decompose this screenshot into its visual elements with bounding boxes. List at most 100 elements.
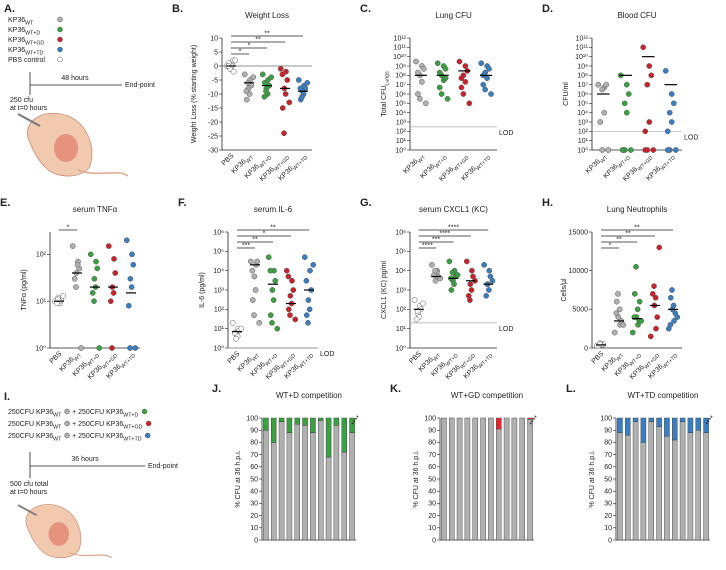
y-tick-label: 10⁶ bbox=[213, 229, 224, 236]
data-point bbox=[422, 100, 429, 107]
data-point bbox=[304, 79, 311, 86]
y-tick-label: 80 bbox=[428, 440, 436, 447]
duration: 48 hours bbox=[61, 75, 89, 82]
bar-segment bbox=[496, 417, 502, 430]
lod-label: LOD bbox=[499, 326, 513, 333]
y-tick-label: 40 bbox=[250, 489, 258, 496]
data-point bbox=[670, 302, 677, 309]
data-point bbox=[480, 81, 487, 88]
data-point bbox=[267, 312, 274, 319]
y-tick-label: 70 bbox=[428, 452, 436, 459]
data-point bbox=[74, 261, 81, 268]
y-tick-label: 0 bbox=[584, 345, 588, 352]
mix-label-part: + 250CFU KP36 bbox=[72, 409, 123, 416]
significance-label: **** bbox=[351, 414, 363, 427]
data-point bbox=[623, 109, 630, 116]
significance-label: *** bbox=[242, 243, 250, 250]
data-point bbox=[640, 44, 647, 51]
legend-label: PBS control bbox=[8, 57, 45, 64]
y-axis-label-part: IL-6 (pg/ml) bbox=[199, 272, 206, 308]
y-tick-label: 40 bbox=[604, 489, 612, 496]
data-point bbox=[419, 300, 426, 307]
mix-label: + 250CFU KP36WT+GD bbox=[72, 421, 142, 431]
y-tick-label: 10⁰ bbox=[577, 146, 588, 154]
data-point bbox=[460, 91, 467, 97]
data-point bbox=[420, 65, 427, 72]
mix-label-part: + 250CFU KP36 bbox=[72, 421, 123, 428]
chart-title: Lung CFU bbox=[435, 11, 472, 20]
data-point bbox=[281, 130, 287, 137]
y-axis-label-part: TNFα (pg/ml) bbox=[21, 269, 28, 310]
data-point bbox=[111, 256, 117, 262]
x-tick-label-sub: WT+TD bbox=[292, 155, 309, 172]
chart-title: Blood CFU bbox=[617, 11, 656, 20]
y-tick-label: -20 bbox=[208, 119, 218, 126]
data-point bbox=[662, 68, 669, 74]
chart-title: serum IL-6 bbox=[254, 205, 293, 214]
data-point bbox=[653, 325, 659, 332]
y-tick-label: 60 bbox=[428, 464, 436, 471]
bar-segment bbox=[703, 417, 709, 433]
y-tick-label: 10¹¹ bbox=[394, 45, 407, 52]
data-point bbox=[616, 306, 623, 313]
y-tick-label: 10 bbox=[428, 525, 436, 532]
bar-segment bbox=[632, 421, 639, 541]
endpoint: End-point bbox=[125, 82, 155, 89]
data-point bbox=[486, 65, 492, 72]
data-point bbox=[469, 267, 475, 274]
data-point bbox=[109, 345, 115, 351]
bar-segment bbox=[341, 417, 347, 453]
y-axis-label: IL-6 (pg/ml) bbox=[199, 272, 206, 308]
mix-label-sub: WT+D bbox=[123, 413, 138, 419]
chart-title: WT+TD competition bbox=[628, 391, 699, 400]
y-axis-label-part: % CFU at 36 h.p.i. bbox=[413, 450, 420, 507]
data-point bbox=[91, 275, 98, 282]
bar-segment bbox=[349, 432, 355, 541]
legend-marker bbox=[57, 56, 63, 63]
panel-label: K. bbox=[390, 383, 401, 395]
data-point bbox=[654, 314, 661, 320]
data-point bbox=[451, 281, 457, 288]
data-point bbox=[444, 96, 451, 102]
data-point bbox=[283, 267, 290, 274]
mouse-tail bbox=[68, 552, 112, 559]
legend-label: KP36WT bbox=[8, 17, 34, 27]
significance-label: ** bbox=[625, 231, 631, 238]
mix-label-sub: WT bbox=[53, 437, 62, 443]
y-tick-label: 10⁰ bbox=[395, 146, 406, 154]
data-point bbox=[456, 58, 463, 65]
legend-marker bbox=[57, 26, 63, 33]
data-point bbox=[415, 91, 421, 97]
mix-label-part: 250CFU KP36 bbox=[8, 409, 53, 416]
bar-segment bbox=[656, 417, 662, 427]
y-tick-label: 100 bbox=[424, 415, 436, 422]
significance-label: ** bbox=[616, 237, 622, 244]
data-point bbox=[301, 254, 308, 261]
data-point bbox=[125, 302, 132, 309]
data-point bbox=[93, 258, 99, 265]
data-point bbox=[230, 68, 237, 75]
bar-segment bbox=[488, 417, 494, 541]
data-point bbox=[619, 147, 626, 153]
y-axis-label-part: Total CFU bbox=[381, 86, 388, 117]
data-point bbox=[286, 99, 293, 106]
bar-segment bbox=[672, 417, 678, 441]
mix-label-part: 250CFU KP36 bbox=[8, 433, 53, 440]
x-tick-label: PBS bbox=[408, 350, 423, 365]
y-axis-label: % CFU at 36 h.p.i. bbox=[413, 450, 420, 507]
y-tick-label: 90 bbox=[428, 428, 436, 435]
x-tick-label: PBS bbox=[221, 152, 236, 167]
x-tick-label-part: PBS bbox=[49, 350, 64, 365]
mix-marker bbox=[141, 408, 148, 415]
data-point bbox=[603, 81, 610, 88]
x-tick-label-sub: WT+D bbox=[617, 155, 632, 170]
y-axis-label: % CFU at 36 h.p.i. bbox=[589, 450, 596, 507]
y-tick-label: 10 bbox=[604, 525, 612, 532]
data-point bbox=[646, 119, 653, 125]
data-point bbox=[307, 267, 313, 274]
panel-label: F. bbox=[178, 197, 187, 209]
data-point bbox=[243, 88, 250, 95]
data-point bbox=[462, 79, 469, 85]
bar-segment bbox=[687, 432, 694, 541]
bar-segment bbox=[496, 428, 502, 541]
